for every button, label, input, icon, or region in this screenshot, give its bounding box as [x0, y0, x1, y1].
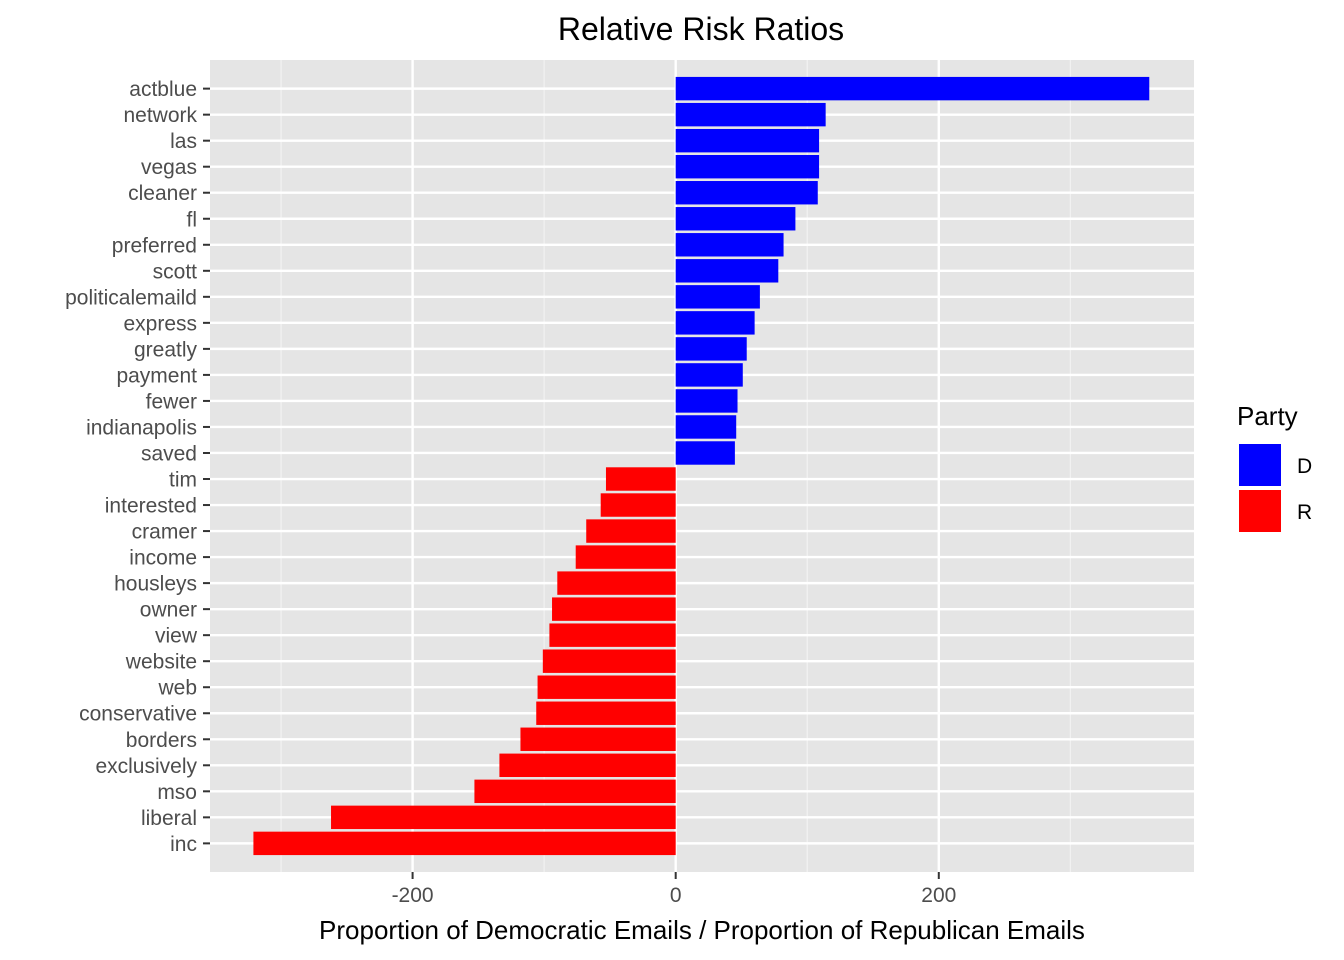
x-axis: -200 0 200	[392, 872, 956, 907]
bar-income	[575, 545, 676, 569]
y-axis: actblue network las vegas cleaner fl preferred…	[65, 78, 210, 856]
legend-items: DR	[1239, 444, 1312, 532]
chart-title: Relative Risk Ratios	[558, 11, 844, 47]
y-tick-label: fl	[187, 208, 198, 231]
bars	[253, 76, 1150, 856]
bar-exclusively	[499, 753, 676, 778]
y-tick-label: cramer	[132, 521, 197, 544]
y-tick-label: borders	[126, 729, 197, 752]
y-tick-label: interested	[105, 495, 197, 518]
bar-las	[675, 128, 820, 153]
bar-tim	[605, 467, 676, 491]
bar-express	[675, 311, 755, 335]
y-tick-label: vegas	[141, 156, 197, 179]
bar-inc	[253, 831, 676, 856]
bar-owner	[552, 597, 676, 621]
bar-scott	[675, 259, 779, 283]
bar-cleaner	[675, 181, 818, 205]
x-axis-title: Proportion of Democratic Emails / Propor…	[319, 915, 1085, 945]
y-tick-label: inc	[170, 833, 197, 856]
bar-interested	[600, 493, 676, 517]
bar-politicalemaild	[675, 285, 760, 309]
bar-saved	[675, 441, 735, 465]
bar-preferred	[675, 233, 784, 257]
y-tick-label: tim	[169, 469, 197, 492]
y-tick-label: website	[125, 651, 197, 674]
y-tick-label: network	[123, 104, 197, 127]
x-tick-label: 200	[921, 884, 956, 907]
legend-label-R: R	[1297, 501, 1312, 524]
legend-title: Party	[1237, 401, 1298, 431]
bar-mso	[474, 779, 676, 804]
bar-indianapolis	[675, 415, 737, 439]
bar-housleys	[557, 571, 676, 595]
bar-website	[542, 649, 676, 673]
bar-cramer	[586, 519, 676, 543]
y-tick-label: scott	[153, 260, 198, 283]
legend-swatch-D	[1239, 444, 1281, 486]
x-tick-label: 0	[670, 884, 682, 907]
y-tick-label: saved	[141, 442, 197, 465]
y-tick-label: las	[170, 130, 197, 153]
legend-label-D: D	[1297, 455, 1312, 478]
y-tick-label: owner	[140, 599, 197, 622]
bar-network	[675, 102, 826, 127]
bar-view	[549, 623, 676, 647]
bar-fl	[675, 207, 796, 231]
y-tick-label: fewer	[146, 390, 197, 413]
y-tick-label: exclusively	[95, 755, 197, 778]
y-tick-label: indianapolis	[86, 416, 197, 439]
y-tick-label: housleys	[114, 573, 197, 596]
y-tick-label: actblue	[129, 78, 197, 101]
bar-vegas	[675, 154, 820, 179]
bar-web	[537, 675, 676, 699]
y-tick-label: liberal	[141, 807, 197, 830]
y-tick-label: conservative	[79, 703, 197, 726]
y-tick-label: web	[157, 677, 197, 700]
legend: Party DR	[1237, 401, 1312, 532]
bar-actblue	[675, 76, 1150, 101]
y-tick-label: cleaner	[128, 182, 197, 205]
bar-fewer	[675, 389, 738, 413]
bar-borders	[520, 727, 676, 751]
y-tick-label: greatly	[134, 338, 198, 361]
y-tick-label: view	[155, 625, 198, 648]
legend-swatch-R	[1239, 490, 1281, 532]
y-tick-label: express	[123, 312, 197, 335]
y-tick-label: mso	[157, 781, 197, 804]
y-tick-label: payment	[116, 364, 197, 387]
bar-payment	[675, 363, 743, 387]
y-tick-label: income	[129, 547, 197, 570]
x-tick-label: -200	[392, 884, 434, 907]
bar-conservative	[536, 701, 676, 725]
y-tick-label: preferred	[112, 234, 197, 257]
bar-liberal	[331, 805, 676, 830]
bar-greatly	[675, 337, 747, 361]
y-tick-label: politicalemaild	[65, 286, 197, 309]
